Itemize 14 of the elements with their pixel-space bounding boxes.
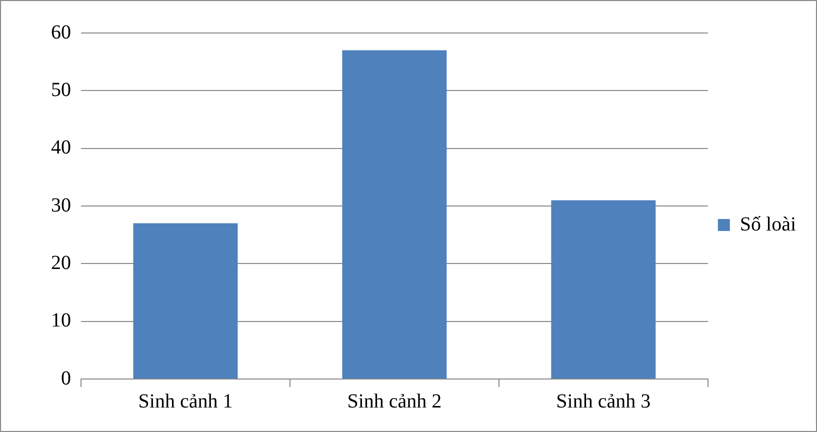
x-tick-label: Sinh cảnh 2 — [347, 390, 442, 412]
y-tick-label: 50 — [51, 78, 71, 101]
bar — [551, 200, 656, 378]
bar — [133, 223, 238, 378]
bar — [342, 50, 447, 378]
y-tick-label: 0 — [61, 367, 71, 390]
x-tick-label: Sinh cảnh 3 — [556, 390, 651, 412]
x-tick-label: Sinh cảnh 1 — [138, 390, 233, 412]
y-tick-label: 60 — [51, 21, 71, 44]
y-tick-label: 20 — [51, 252, 71, 274]
y-tick-label: 40 — [51, 136, 71, 159]
y-tick-label: 30 — [51, 194, 71, 216]
y-tick-label: 10 — [51, 310, 71, 332]
legend-label: Số loài — [740, 213, 796, 236]
